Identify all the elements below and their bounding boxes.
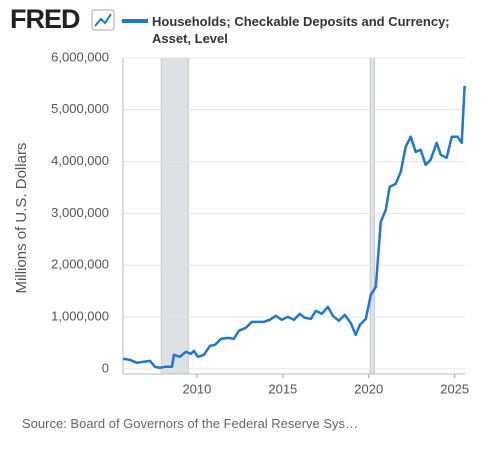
y-tick-label: 2,000,000 (51, 257, 109, 272)
y-tick-label: 4,000,000 (51, 153, 109, 168)
x-tick-label: 2020 (354, 381, 383, 396)
y-tick-label: 5,000,000 (51, 101, 109, 116)
logo-icon (91, 9, 115, 31)
data-line (122, 85, 466, 370)
x-tick-label: 2025 (440, 381, 469, 396)
x-tick-label: 2010 (182, 381, 211, 396)
y-tick-label: 0 (102, 360, 109, 375)
logo: FRED (10, 4, 80, 34)
recession-band (369, 57, 375, 375)
recession-band (160, 57, 189, 375)
legend-label: Households; Checkable Deposits and Curre… (152, 14, 450, 46)
y-tick-label: 1,000,000 (51, 308, 109, 323)
y-axis-label: Millions of U.S. Dollars (13, 143, 30, 294)
x-tick-label: 2015 (268, 381, 297, 396)
y-tick-label: 3,000,000 (51, 205, 109, 220)
y-tick-label: 6,000,000 (51, 49, 109, 64)
source-note: Source: Board of Governors of the Federa… (22, 416, 358, 431)
